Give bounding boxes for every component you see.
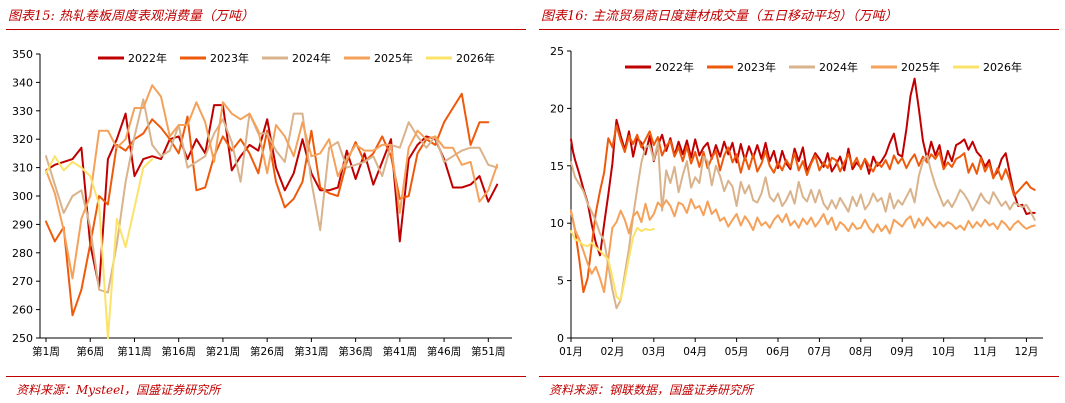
x-tick-label: 06月	[766, 346, 790, 358]
x-tick-label: 第6周	[76, 345, 104, 358]
y-tick-label: 5	[557, 275, 564, 288]
chart-source: 资料来源：钢联数据，国盛证券研究所	[549, 383, 754, 397]
y-tick-label: 10	[550, 217, 564, 230]
x-tick-label: 07月	[807, 346, 831, 358]
legend-label: 2025年	[901, 60, 940, 74]
y-tick-label: 330	[12, 105, 33, 118]
hot-rolled-coil-consumption-chart: 250260270280290300310320330340350第1周 第6周第…	[12, 48, 512, 358]
y-tick-label: 300	[12, 190, 33, 203]
series-line-2025年	[45, 84, 499, 280]
y-tick-label: 260	[12, 304, 33, 317]
legend-label: 2024年	[292, 51, 331, 65]
x-tick-label: 02月	[600, 346, 624, 358]
series-line-2026年	[45, 155, 154, 339]
x-tick-label: 03月	[642, 346, 666, 358]
building-materials-trading-panel: 图表16: 主流贸易商日度建材成交量（五日移动平均）（万吨） 0 5 10 15 20 2…	[533, 0, 1065, 403]
legend-label: 2026年	[456, 51, 495, 65]
x-tick-label: 第11周	[117, 345, 151, 358]
title-divider	[6, 29, 526, 30]
x-tick-label: 第21周	[206, 345, 240, 358]
x-tick-label: 第1周	[32, 345, 60, 358]
x-tick-label: 08月	[849, 346, 873, 358]
title-divider	[539, 29, 1059, 30]
x-tick-label: 第26周	[250, 345, 284, 358]
chart-title: 图表16: 主流贸易商日度建材成交量（五日移动平均）（万吨）	[541, 9, 898, 24]
series-line-2026年	[570, 226, 655, 302]
series-line-2023年	[45, 92, 490, 317]
x-tick-label: 第36周	[338, 345, 372, 358]
series-line-2024年	[570, 141, 1036, 310]
series-line-2025年	[570, 198, 1036, 294]
legend-label: 2022年	[128, 51, 167, 65]
y-tick-label: 320	[12, 133, 33, 146]
y-tick-label: 310	[12, 162, 33, 175]
legend-label: 2026年	[983, 60, 1022, 74]
x-tick-label: 第16周	[162, 345, 196, 358]
y-tick-label: 0	[557, 332, 564, 345]
legend: 2022年 2023年 2024年 2025年 2026年	[98, 51, 495, 65]
x-tick-label: 12月	[1015, 346, 1039, 358]
x-tick-label: 第31周	[294, 345, 328, 358]
source-divider	[6, 376, 526, 377]
x-tick-label: 10月	[932, 346, 956, 358]
series-line-2023年	[570, 124, 1036, 294]
y-tick-label: 340	[12, 76, 33, 89]
y-tick-label: 20	[550, 102, 564, 115]
x-tick-label: 第41周	[383, 345, 417, 358]
y-tick-label: 25	[550, 45, 564, 58]
source-divider	[539, 376, 1059, 377]
y-tick-label: 250	[12, 332, 33, 345]
chart-source: 资料来源：Mysteel，国盛证券研究所	[16, 383, 221, 397]
y-tick-label: 15	[550, 160, 564, 173]
y-tick-label: 270	[12, 275, 33, 288]
y-tick-label: 280	[12, 247, 33, 260]
legend-label: 2023年	[210, 51, 249, 65]
x-tick-label: 09月	[890, 346, 914, 358]
y-tick-label: 290	[12, 218, 33, 231]
x-tick-label: 05月	[725, 346, 749, 358]
x-tick-label: 第51周	[471, 345, 505, 358]
x-tick-label: 第46周	[427, 345, 461, 358]
series-line-2024年	[45, 98, 499, 294]
x-tick-label: 04月	[683, 346, 707, 358]
building-materials-trading-chart: 0 5 10 15 20 25 01月 02月 03月 04月 05月 06月 07月 08月 09月 10月…	[550, 45, 1043, 358]
chart-title: 图表15: 热轧卷板周度表观消费量（万吨）	[8, 9, 255, 24]
legend-label: 2023年	[737, 60, 776, 74]
legend-label: 2024年	[819, 60, 858, 74]
x-tick-label: 01月	[559, 346, 583, 358]
legend-label: 2022年	[655, 60, 694, 74]
y-tick-label: 350	[12, 48, 33, 61]
series-line-2022年	[570, 77, 1036, 257]
x-tick-label: 11月	[973, 346, 997, 358]
legend: 2022年 2023年 2024年 2025年 2026年	[625, 60, 1022, 74]
hot-rolled-coil-consumption-panel: 图表15: 热轧卷板周度表观消费量（万吨） 250 260 270 280 290 300…	[0, 0, 532, 403]
legend-label: 2025年	[374, 51, 413, 65]
